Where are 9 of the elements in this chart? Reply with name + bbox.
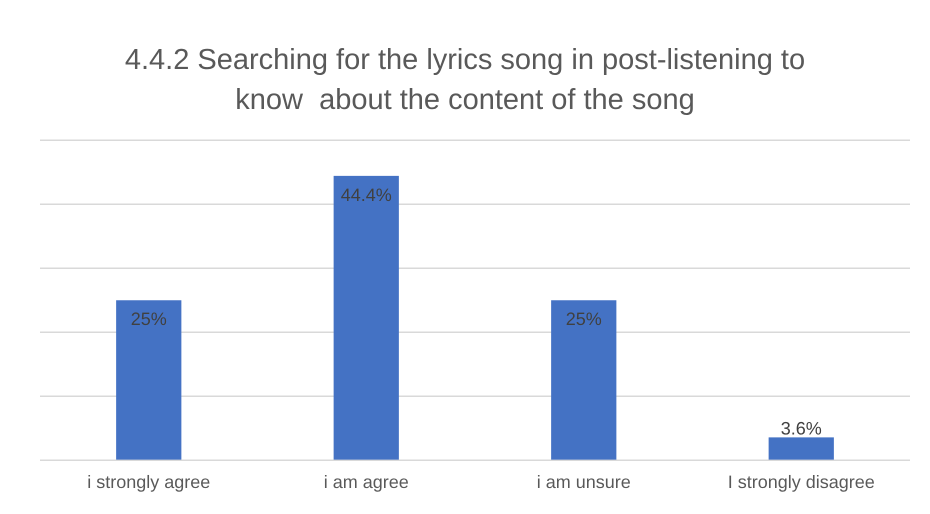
x-tick-label: I strongly disagree: [728, 472, 875, 492]
x-tick-label: i strongly agree: [87, 472, 210, 492]
data-label: 44.4%: [340, 184, 392, 205]
x-tick-label: i am agree: [324, 472, 409, 492]
x-tick-label: i am unsure: [536, 472, 631, 492]
data-label: 3.6%: [780, 418, 822, 438]
data-label: 25%: [130, 309, 167, 330]
data-label: 25%: [566, 309, 602, 330]
chart-title: 4.4.2 Searching for the lyrics song in post-listening to know about the content of the song: [124, 43, 806, 118]
